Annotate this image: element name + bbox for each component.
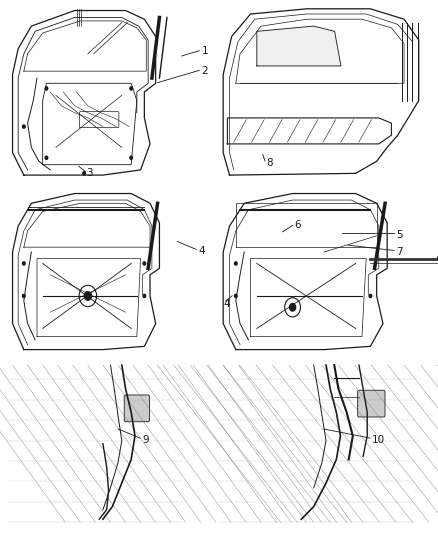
Text: 10: 10 xyxy=(372,435,385,445)
Text: 6: 6 xyxy=(294,221,300,230)
Circle shape xyxy=(143,262,146,265)
Circle shape xyxy=(45,156,48,159)
Circle shape xyxy=(22,125,25,128)
Circle shape xyxy=(234,262,237,265)
FancyBboxPatch shape xyxy=(358,390,385,417)
Text: 9: 9 xyxy=(142,435,149,445)
Text: 4: 4 xyxy=(198,246,205,256)
Circle shape xyxy=(130,156,132,159)
Circle shape xyxy=(290,304,296,311)
Text: 8: 8 xyxy=(266,158,273,167)
Polygon shape xyxy=(257,26,341,66)
Circle shape xyxy=(83,172,85,175)
Text: 4: 4 xyxy=(224,299,230,309)
Circle shape xyxy=(234,294,237,297)
Text: 2: 2 xyxy=(201,66,208,76)
Circle shape xyxy=(22,294,25,297)
Circle shape xyxy=(22,262,25,265)
Text: 1: 1 xyxy=(201,46,208,56)
Circle shape xyxy=(45,87,48,90)
Circle shape xyxy=(130,87,132,90)
Text: 3: 3 xyxy=(86,168,93,178)
Circle shape xyxy=(143,294,146,297)
Text: 5: 5 xyxy=(396,230,403,239)
FancyBboxPatch shape xyxy=(124,395,149,422)
Circle shape xyxy=(369,294,372,297)
Text: 7: 7 xyxy=(396,247,403,257)
Circle shape xyxy=(85,292,92,300)
